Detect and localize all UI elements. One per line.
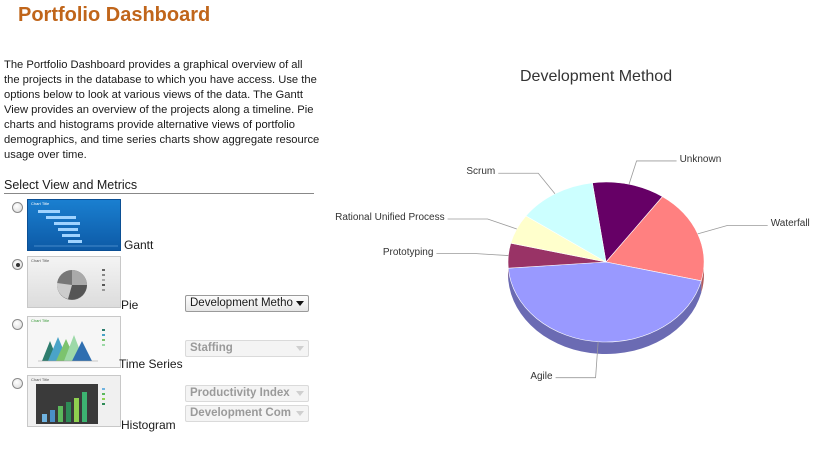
thumbnail-histogram-title: Chart Title [31, 377, 50, 382]
thumbnail-time-series-title: Chart Title [31, 318, 50, 323]
pie-side-waterfall [701, 262, 704, 293]
page-title: Portfolio Dashboard [18, 4, 211, 26]
thumbnail-histogram[interactable]: Chart Title [27, 375, 121, 427]
chevron-down-icon [296, 391, 304, 396]
time-series-metric-value: Staffing [190, 342, 233, 354]
view-label-gantt: Gantt [124, 238, 154, 252]
histogram-metric-2-value: Development Com [190, 407, 291, 419]
histogram-metric-1-value: Productivity Index [190, 387, 290, 399]
chart-title: Development Method [520, 68, 673, 85]
histogram-metric-select-1[interactable]: Productivity Index [185, 385, 309, 402]
pie-slice-rational-unified-process [510, 215, 607, 263]
pie-slice-scrum [525, 182, 607, 263]
chevron-down-icon [296, 346, 304, 351]
leader-line-unknown [628, 160, 677, 185]
pie-label-rational-unified-process: Rational Unified Process [335, 212, 445, 224]
section-title: Select View and Metrics [4, 178, 138, 192]
pie-metric-select[interactable]: Development Metho [185, 295, 309, 312]
time-series-metric-select[interactable]: Staffing [185, 340, 309, 357]
leader-line-rational-unified-process [447, 218, 517, 230]
pie-label-unknown: Unknown [679, 153, 722, 165]
leader-line-waterfall [697, 225, 768, 235]
radio-time-series[interactable] [12, 319, 23, 330]
radio-gantt[interactable] [12, 202, 23, 213]
thumbnail-pie-title: Chart Title [31, 258, 50, 263]
view-label-histogram: Histogram [121, 418, 176, 432]
histogram-thumbnail-graphic [36, 384, 105, 424]
thumbnail-gantt-title: Chart Title [31, 201, 50, 206]
time-series-thumbnail-graphic [38, 329, 105, 362]
chevron-down-icon [296, 411, 304, 416]
leader-line-agile [555, 341, 599, 379]
histogram-metric-select-2[interactable]: Development Com [185, 405, 309, 422]
pie-label-scrum: Scrum [466, 166, 496, 178]
pie-slice-unknown [592, 181, 663, 263]
pie-metric-value: Development Metho [190, 297, 293, 309]
pie-slice-agile [507, 261, 702, 343]
leader-line-scrum [498, 172, 556, 194]
thumbnail-gantt[interactable]: Chart Title [27, 199, 121, 251]
gantt-thumbnail-graphic [34, 210, 118, 247]
pie-side-agile [508, 268, 702, 354]
pie-label-prototyping: Prototyping [382, 246, 434, 258]
radio-pie[interactable] [12, 259, 23, 270]
pie-slice-prototyping [507, 242, 607, 269]
radio-histogram[interactable] [12, 378, 23, 389]
leader-line-prototyping [436, 253, 509, 256]
view-label-pie: Pie [121, 298, 139, 312]
pie-label-agile: Agile [530, 370, 553, 382]
section-divider [4, 193, 314, 194]
intro-text: The Portfolio Dashboard provides a graph… [4, 59, 320, 161]
thumbnail-pie[interactable]: Chart Title [27, 256, 121, 308]
chevron-down-icon [296, 301, 304, 306]
pie-thumbnail-graphic [56, 269, 105, 300]
view-label-time-series: Time Series [119, 357, 183, 371]
pie-slice-waterfall [605, 196, 705, 282]
thumbnail-time-series[interactable]: Chart Title [27, 316, 121, 368]
pie-label-waterfall: Waterfall [770, 218, 810, 230]
